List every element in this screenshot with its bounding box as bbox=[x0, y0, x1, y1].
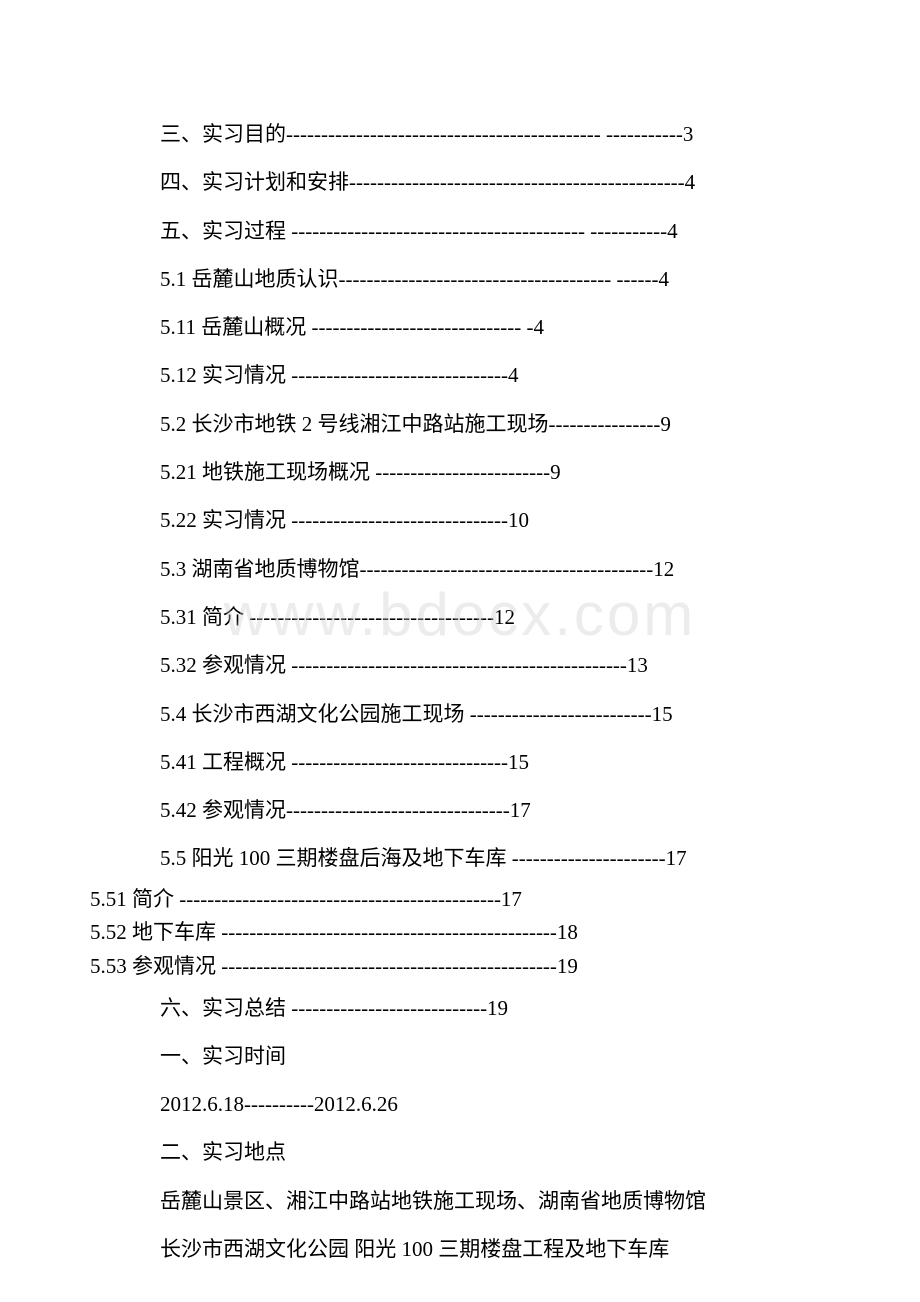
toc-line-5: 五、实习过程 ---------------------------------… bbox=[90, 207, 830, 255]
toc-line-5-3: 5.3 湖南省地质博物馆----------------------------… bbox=[90, 545, 830, 593]
toc-line-5-11: 5.11 岳麓山概况 -----------------------------… bbox=[90, 303, 830, 351]
toc-line-3: 三、实习目的----------------------------------… bbox=[90, 110, 830, 158]
toc-line-4: 四、实习计划和安排-------------------------------… bbox=[90, 158, 830, 206]
toc-line-5-2: 5.2 长沙市地铁 2 号线湘江中路站施工现场----------------9 bbox=[90, 400, 830, 448]
toc-line-5-31: 5.31 简介 --------------------------------… bbox=[90, 593, 830, 641]
toc-line-5-32: 5.32 参观情况 ------------------------------… bbox=[90, 641, 830, 689]
section-2-heading: 二、实习地点 bbox=[90, 1128, 830, 1176]
section-1-content: 2012.6.18----------2012.6.26 bbox=[90, 1080, 830, 1128]
toc-line-5-51: 5.51 简介 --------------------------------… bbox=[90, 883, 830, 917]
toc-line-5-52: 5.52 地下车库 ------------------------------… bbox=[90, 916, 830, 950]
toc-line-5-5: 5.5 阳光 100 三期楼盘后海及地下车库 -----------------… bbox=[90, 834, 830, 882]
toc-line-5-4: 5.4 长沙市西湖文化公园施工现场 ----------------------… bbox=[90, 690, 830, 738]
section-2-content-1: 岳麓山景区、湘江中路站地铁施工现场、湖南省地质博物馆 bbox=[90, 1177, 830, 1225]
toc-line-5-1: 5.1 岳麓山地质认识-----------------------------… bbox=[90, 255, 830, 303]
toc-line-5-22: 5.22 实习情况 ------------------------------… bbox=[90, 496, 830, 544]
toc-line-6: 六、实习总结 ----------------------------19 bbox=[90, 984, 830, 1032]
toc-line-5-41: 5.41 工程概况 ------------------------------… bbox=[90, 738, 830, 786]
toc-line-5-53: 5.53 参观情况 ------------------------------… bbox=[90, 950, 830, 984]
section-1-heading: 一、实习时间 bbox=[90, 1032, 830, 1080]
toc-line-5-21: 5.21 地铁施工现场概况 -------------------------9 bbox=[90, 448, 830, 496]
toc-line-5-12: 5.12 实习情况 ------------------------------… bbox=[90, 351, 830, 399]
toc-line-5-42: 5.42 参观情况-------------------------------… bbox=[90, 786, 830, 834]
section-2-content-2: 长沙市西湖文化公园 阳光 100 三期楼盘工程及地下车库 bbox=[90, 1225, 830, 1273]
